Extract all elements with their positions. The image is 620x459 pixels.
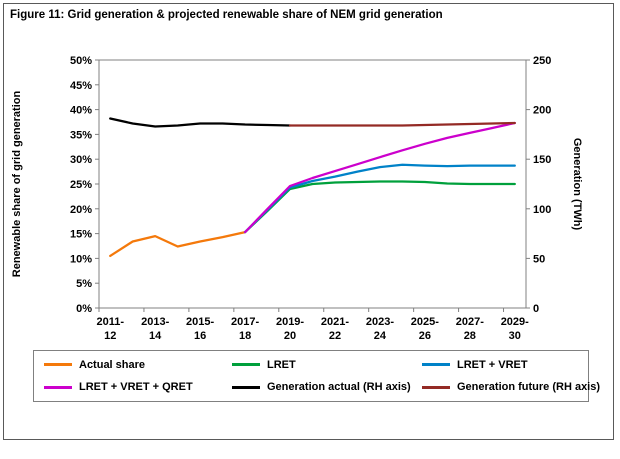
legend-swatch-5 [422,385,450,389]
right-tick-label: 200 [533,105,551,117]
x-tick-label: 24 [374,330,387,342]
legend-label-0: Actual share [79,358,146,371]
x-tick-label: 12 [104,330,116,342]
x-tick-label: 28 [464,330,476,342]
left-tick-label: 5% [76,278,92,290]
x-tick-label: 2029- [501,316,529,328]
right-tick-label: 250 [533,55,551,67]
legend-label-3: LRET + VRET + QRET [79,381,193,394]
legend-label-2: LRET + VRET [457,358,528,371]
legend-swatch-4 [232,385,260,389]
legend-item-2: LRET + VRET [422,356,600,374]
left-tick-label: 20% [70,204,92,216]
x-tick-label: 16 [194,330,206,342]
legend-label-5: Generation future (RH axis) [457,381,601,394]
x-tick-label: 2023- [366,316,394,328]
chart-plot: 0% 5% 10% 15% 20% 25% 30% 35% 40% 45% 50% 0 50 100 150… [11,55,583,342]
legend-label-1: LRET [267,358,296,371]
left-tick-label: 45% [70,80,92,92]
legend-swatch-2 [422,363,450,367]
legend-item-0: Actual share [44,356,232,374]
legend-swatch-1 [232,363,260,367]
left-tick-label: 50% [70,55,92,67]
x-tick-label: 18 [239,330,251,342]
x-tick-label: 2027- [456,316,484,328]
series-line-generation-actual-rh-axis- [109,117,292,128]
right-tick-label: 0 [533,303,539,315]
series-line-lret-vret-qret [243,121,516,234]
x-tick-label: 14 [149,330,162,342]
left-tick-label: 30% [70,154,92,166]
left-tick-label: 35% [70,129,92,141]
chart-legend: Actual share LRET LRET + VRET LRET + VRET +… [33,350,600,402]
legend-swatch-3 [44,385,72,389]
x-tick-label: 2017- [231,316,259,328]
legend-item-4: Generation actual (RH axis) [232,378,422,396]
left-tick-label: 10% [70,253,92,265]
x-tick-label: 2019- [276,316,304,328]
left-tick-label: 25% [70,179,92,191]
x-tick-label: 26 [419,330,431,342]
right-tick-label: 100 [533,204,551,216]
figure-11-chart: Figure 11: Grid generation & projected r… [3,3,614,440]
x-tick-label: 22 [329,330,341,342]
x-tick-label: 30 [509,330,521,342]
x-tick-label: 2013- [141,316,169,328]
right-tick-label: 50 [533,253,545,265]
x-tick-label: 2015- [186,316,214,328]
x-tick-label: 2011- [96,316,124,328]
legend-item-1: LRET [232,356,422,374]
left-tick-label: 40% [70,105,92,117]
series-line-actual-share [109,230,247,258]
right-tick-label: 150 [533,154,551,166]
legend-item-5: Generation future (RH axis) [422,378,600,396]
x-tick-label: 20 [284,330,296,342]
left-axis-title: Renewable share of grid generation [11,91,23,278]
left-tick-label: 15% [70,229,92,241]
figure-title: Figure 11: Grid generation & projected r… [10,9,443,21]
legend-swatch-0 [44,363,72,367]
right-axis-title: Generation (TWh) [571,138,583,231]
legend-label-4: Generation actual (RH axis) [267,381,411,394]
left-tick-label: 0% [76,303,92,315]
legend-item-3: LRET + VRET + QRET [44,378,232,396]
x-tick-label: 2025- [411,316,439,328]
x-tick-label: 2021- [321,316,349,328]
series-line-generation-future-rh-axis- [288,121,516,127]
